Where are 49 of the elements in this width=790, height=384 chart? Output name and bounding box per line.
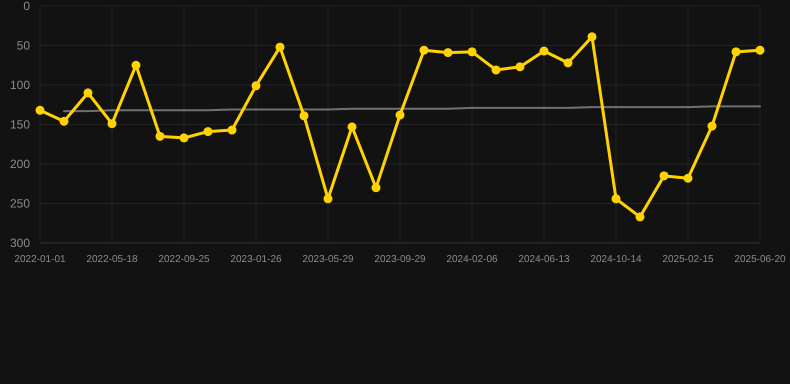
x-tick-label: 2022-01-01	[14, 254, 66, 265]
point	[300, 111, 308, 120]
x-tick-label: 2024-02-06	[446, 254, 498, 265]
point	[252, 81, 260, 90]
point	[492, 65, 500, 74]
y-tick-label: 150	[10, 118, 30, 132]
point	[708, 122, 716, 131]
x-tick-label: 2025-02-15	[662, 254, 714, 265]
point	[660, 171, 668, 180]
point	[36, 106, 44, 115]
y-tick-label: 250	[10, 196, 30, 211]
x-tick-label: 2025-06-20	[734, 254, 786, 265]
point	[732, 47, 740, 56]
point	[588, 32, 596, 42]
point	[84, 88, 92, 98]
point	[516, 62, 524, 72]
point	[348, 122, 356, 132]
point	[372, 183, 380, 192]
point	[108, 119, 116, 128]
point	[540, 46, 548, 56]
point	[396, 110, 404, 120]
x-tick-label: 2022-09-25	[158, 254, 210, 265]
point	[612, 194, 620, 204]
point	[156, 132, 164, 141]
x-tick-label: 2023-09-29	[374, 254, 426, 265]
x-tick-label: 2023-01-26	[230, 254, 282, 265]
point	[756, 46, 764, 55]
x-tick-label: 2024-06-13	[518, 254, 570, 265]
point	[276, 42, 284, 52]
point	[324, 194, 332, 204]
y-tick-label: 100	[10, 78, 30, 92]
point	[60, 116, 68, 126]
point	[444, 48, 452, 58]
point	[564, 58, 572, 68]
point	[180, 133, 188, 142]
y-tick-label: 300	[10, 236, 30, 250]
point	[684, 174, 692, 183]
x-tick-label: 2024-10-14	[590, 254, 642, 265]
y-tick-label: 200	[10, 157, 30, 172]
x-tick-label: 2022-05-18	[86, 254, 138, 265]
point	[420, 46, 428, 55]
point	[636, 212, 644, 222]
point	[204, 127, 212, 136]
point	[468, 47, 476, 56]
y-tick-label: 50	[16, 38, 30, 53]
point	[132, 60, 140, 70]
y-tick-label: 0	[23, 0, 30, 14]
x-tick-label: 2023-05-29	[302, 254, 354, 265]
point	[228, 126, 236, 135]
